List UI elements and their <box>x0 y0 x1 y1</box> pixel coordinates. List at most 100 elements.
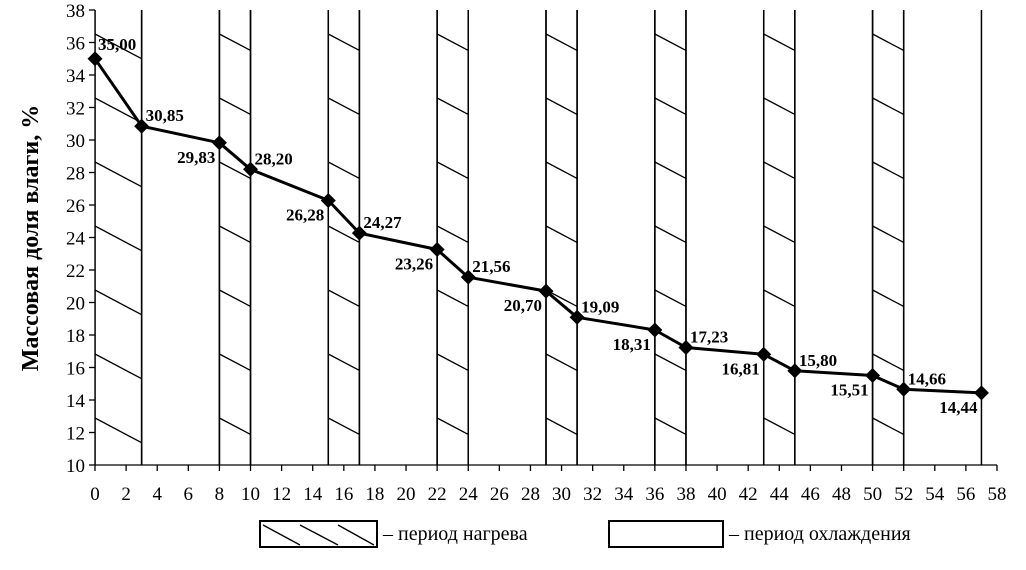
data-point <box>787 363 803 379</box>
data-label: 21,56 <box>472 257 510 276</box>
data-point <box>538 283 554 299</box>
hatch-line <box>654 33 687 52</box>
hatch-line <box>763 97 796 116</box>
legend-heating-swatch <box>259 520 378 548</box>
y-tick-label: 24 <box>66 229 86 250</box>
data-point <box>460 269 476 285</box>
x-tick-label: 34 <box>614 484 634 505</box>
hatch-line <box>95 353 142 380</box>
y-tick-label: 30 <box>66 131 85 152</box>
data-point <box>865 367 881 383</box>
hatch-line <box>545 353 578 372</box>
period-band-cooling <box>902 10 983 465</box>
data-point <box>87 51 103 67</box>
x-tick-label: 58 <box>988 484 1007 505</box>
x-tick-label: 6 <box>184 484 194 505</box>
hatch-line <box>654 417 687 436</box>
hatch-line <box>219 225 251 244</box>
hatch-line <box>327 225 360 244</box>
data-label: 20,70 <box>504 296 542 315</box>
y-tick-label: 22 <box>66 261 85 282</box>
hatch-line <box>327 353 360 372</box>
data-point <box>756 346 772 362</box>
y-tick-labels: 10 12 14 16 18 20 22 24 26 28 30 32 34 36 38 <box>66 1 86 477</box>
hatch-line <box>654 225 687 244</box>
data-point <box>973 385 989 401</box>
data-point <box>569 309 585 325</box>
hatch-line <box>763 417 796 436</box>
x-tick-label: 54 <box>925 484 945 505</box>
hatch-line <box>327 161 360 180</box>
data-label: 24,27 <box>363 213 402 232</box>
legend-cooling-swatch <box>608 520 724 548</box>
data-point <box>647 322 663 338</box>
hatch-line <box>219 161 251 180</box>
x-tick-label: 2 <box>121 484 131 505</box>
hatch-line <box>436 97 469 116</box>
data-point <box>134 118 150 134</box>
hatch-line <box>337 524 375 546</box>
hatch-line <box>219 353 251 372</box>
x-tick-label: 12 <box>272 484 291 505</box>
period-bands <box>95 10 983 507</box>
legend-heating-label: – период нагрева <box>382 523 528 545</box>
data-label: 14,44 <box>939 398 978 417</box>
data-label: 35,00 <box>98 35 136 54</box>
y-tick-label: 20 <box>66 294 85 315</box>
data-label: 19,09 <box>581 297 619 316</box>
hatch-line <box>219 417 251 436</box>
period-band-cooling <box>358 10 438 465</box>
y-tick-label: 28 <box>66 164 85 185</box>
data-label: 18,31 <box>613 335 651 354</box>
x-tick-label: 48 <box>832 484 851 505</box>
data-point <box>896 381 912 397</box>
hatch-line <box>95 225 142 252</box>
hatch-line <box>872 97 904 116</box>
legend-heating: – период нагрева <box>259 520 528 548</box>
x-tick-label: 24 <box>459 484 479 505</box>
hatch-line <box>545 33 578 52</box>
x-tick-label: 22 <box>428 484 447 505</box>
hatch-line <box>219 97 251 116</box>
data-labels: 35,00 30,85 29,83 28,20 26,28 24,27 23,26 21,56… <box>98 35 978 417</box>
period-band-heating <box>762 10 796 465</box>
period-band-heating <box>95 10 143 507</box>
hatch-line <box>654 289 687 308</box>
hatch-line <box>436 161 469 180</box>
x-tick-label: 40 <box>708 484 727 505</box>
y-tick-label: 38 <box>66 1 85 22</box>
period-band-cooling <box>249 10 330 465</box>
period-band-heating <box>871 10 905 465</box>
x-tick-label: 46 <box>801 484 820 505</box>
hatch-line <box>654 97 687 116</box>
x-tick-label: 32 <box>583 484 602 505</box>
hatch-line <box>763 289 796 308</box>
data-label: 15,80 <box>799 351 837 370</box>
data-point <box>243 161 259 177</box>
period-band-heating <box>654 10 687 465</box>
x-tick-label: 28 <box>521 484 540 505</box>
legend-cooling: – период охлаждения <box>608 520 911 548</box>
y-tick-label: 34 <box>66 66 86 87</box>
hatch-line <box>436 33 469 52</box>
x-tick-label: 52 <box>894 484 913 505</box>
data-label: 14,66 <box>908 369 946 388</box>
data-label: 26,28 <box>286 205 324 224</box>
legend-cooling-label: – период охлаждения <box>728 523 911 545</box>
hatch-line <box>95 97 142 124</box>
data-label: 28,20 <box>255 149 293 168</box>
x-tick-label: 8 <box>215 484 225 505</box>
hatch-line <box>219 289 251 308</box>
data-markers <box>87 51 989 401</box>
x-tick-label: 20 <box>397 484 416 505</box>
hatch-line <box>95 482 142 507</box>
hatch-line <box>299 524 339 546</box>
hatch-line <box>436 417 469 436</box>
hatch-line <box>872 33 904 52</box>
x-tick-label: 0 <box>90 484 100 505</box>
hatch-line <box>872 289 904 308</box>
hatch-line <box>872 417 904 436</box>
period-band-cooling <box>576 10 656 465</box>
legend-heating-hatch <box>262 524 375 546</box>
hatch-line <box>95 417 142 444</box>
